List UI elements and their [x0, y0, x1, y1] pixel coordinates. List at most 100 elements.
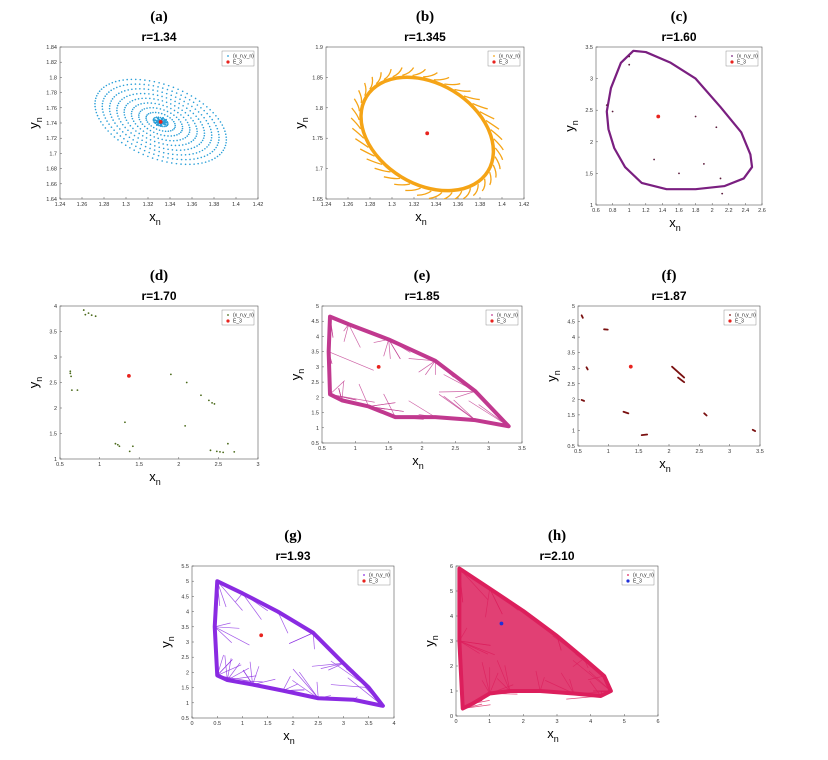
data-point — [195, 115, 197, 118]
attractor-strand — [489, 693, 518, 695]
data-point — [149, 143, 152, 146]
data-point — [175, 116, 178, 119]
data-point — [222, 127, 225, 129]
attractor-whisker — [423, 72, 438, 78]
data-point — [163, 123, 166, 126]
data-point — [173, 127, 175, 130]
x-tick-label: 0.8 — [609, 208, 617, 214]
attractor-strand — [311, 662, 344, 667]
data-point — [191, 105, 193, 108]
attractor-strand — [348, 324, 361, 348]
data-point — [179, 139, 182, 141]
x-axis-label-sub: n — [676, 223, 681, 233]
data-point — [137, 98, 140, 100]
equilibrium-point — [425, 131, 430, 136]
y-tick-label: 2 — [186, 670, 189, 676]
attractor-strand — [295, 693, 319, 699]
legend-box — [723, 309, 757, 326]
x-axis-label-main: x — [412, 453, 419, 468]
attractor-strand — [252, 666, 260, 685]
data-point — [180, 114, 182, 116]
y-tick-label: 1.75 — [312, 136, 323, 142]
data-point — [155, 107, 158, 109]
data-point — [220, 151, 223, 154]
data-point — [125, 119, 128, 122]
attractor-whisker — [369, 76, 374, 90]
data-point — [143, 102, 145, 105]
data-point — [195, 125, 197, 127]
data-segment — [585, 366, 589, 371]
y-tick-label: 5.5 — [181, 564, 189, 570]
attractor-strand — [489, 684, 514, 694]
attractor-strand — [583, 658, 589, 669]
attractor-strand — [459, 568, 464, 603]
x-tick-label: 1.42 — [253, 202, 264, 208]
data-point — [216, 127, 219, 130]
data-point — [192, 139, 195, 141]
data-point — [194, 97, 197, 100]
data-point — [162, 151, 165, 154]
attractor-strand — [338, 398, 343, 401]
equilibrium-point — [158, 119, 163, 124]
data-point — [215, 146, 217, 149]
attractor-whisker — [412, 68, 426, 77]
data-point — [189, 129, 191, 131]
attractor-strand — [235, 593, 243, 602]
y-tick-label: 3 — [450, 639, 453, 645]
y-axis-label: yn — [292, 117, 310, 129]
data-point — [69, 372, 72, 375]
attractor-strand — [395, 416, 424, 420]
attractor-strand — [227, 679, 263, 683]
legend-marker — [226, 319, 230, 323]
data-point — [155, 128, 158, 130]
data-point — [143, 125, 146, 128]
data-point — [143, 149, 146, 152]
x-tick-label: 1.26 — [343, 202, 354, 208]
y-tick-label: 2 — [54, 406, 57, 412]
attractor-whisker — [479, 111, 495, 120]
attractor-strand — [242, 669, 253, 685]
x-tick-label: 2 — [420, 446, 423, 452]
data-point — [157, 86, 159, 88]
attractor-strand — [504, 665, 511, 692]
y-tick-label: 1 — [316, 426, 319, 432]
legend-marker — [227, 55, 229, 57]
y-tick-label: 4 — [316, 334, 319, 340]
data-point — [218, 153, 221, 156]
x-axis-label-sub: n — [419, 461, 424, 471]
y-axis-label-main: y — [562, 125, 577, 132]
data-point — [69, 370, 72, 373]
data-point — [176, 158, 178, 161]
attractor-strand — [214, 622, 231, 628]
attractor-strand — [459, 568, 489, 600]
x-tick-label: 3 — [555, 719, 558, 725]
data-point — [90, 314, 93, 317]
attractor-band — [326, 314, 511, 429]
x-axis-label-sub: n — [554, 734, 559, 744]
data-point — [106, 93, 108, 95]
data-point — [199, 121, 202, 123]
data-point — [628, 63, 631, 66]
data-point — [134, 88, 137, 90]
attractor-strand — [216, 580, 243, 611]
y-tick-label: 0 — [450, 714, 453, 720]
data-point — [146, 102, 149, 104]
data-point — [143, 88, 145, 90]
legend-marker — [493, 55, 495, 57]
y-tick-label: 1.9 — [315, 45, 323, 51]
attractor-strand — [462, 704, 470, 709]
y-tick-label: 3.5 — [567, 351, 575, 357]
data-point — [176, 153, 178, 156]
data-point — [208, 125, 211, 128]
data-point — [161, 87, 164, 89]
data-point — [146, 127, 149, 130]
data-point — [223, 147, 226, 149]
x-axis-label: xn — [412, 453, 424, 471]
data-point — [195, 135, 198, 137]
legend: (x_n,y_n)E_3 — [723, 309, 757, 326]
legend-box — [485, 309, 519, 326]
attractor-strand — [462, 704, 491, 709]
data-point — [200, 394, 202, 397]
panel-letter: (b) — [416, 9, 434, 25]
plot-frame — [325, 46, 525, 200]
